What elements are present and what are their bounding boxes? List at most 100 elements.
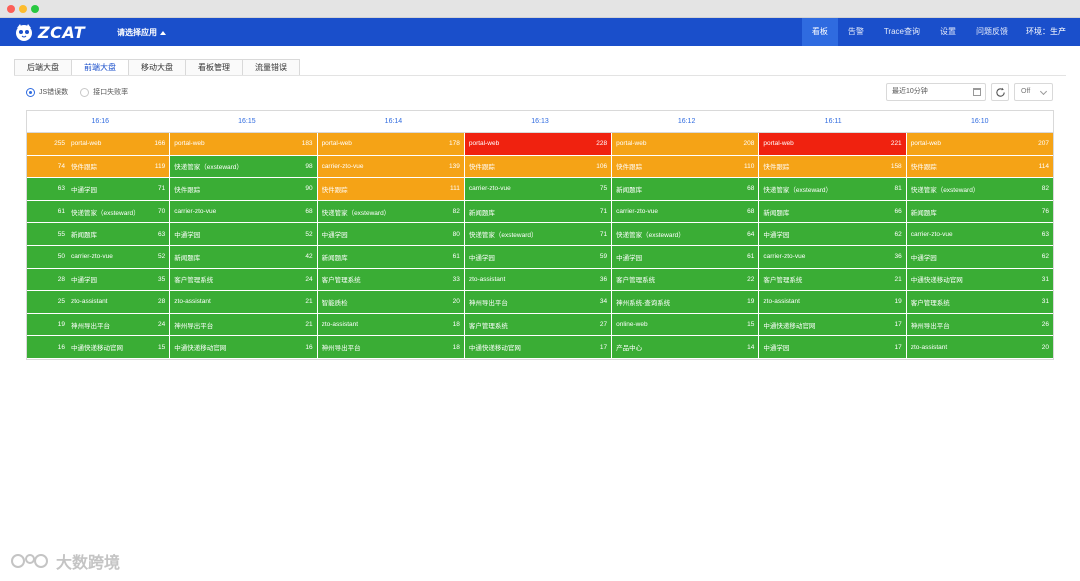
app-error-cell[interactable]: 神州导出平台 34 — [464, 291, 613, 314]
app-error-cell[interactable]: 智能质检 20 — [317, 291, 465, 314]
app-error-cell[interactable]: 产品中心 14 — [612, 336, 760, 359]
app-error-cell[interactable]: zto-assistant 19 — [759, 291, 907, 314]
environment-label[interactable]: 环境：生产 — [1026, 27, 1066, 36]
app-error-cell[interactable]: 19 神州导出平台 24 — [27, 313, 171, 337]
app-error-cell[interactable]: 中通学园 17 — [759, 336, 907, 359]
auto-refresh-select[interactable]: Off — [1014, 83, 1053, 101]
app-name: 客户管理系统 — [616, 277, 656, 285]
app-error-cell[interactable]: 新闻题库 71 — [464, 200, 613, 224]
app-error-cell[interactable]: 中通学园 62 — [759, 223, 907, 246]
app-error-cell[interactable]: 快递管家（exsteward） 81 — [759, 178, 907, 201]
app-error-cell[interactable]: portal-web 208 — [612, 133, 760, 156]
app-selector[interactable]: 请选择应用 — [117, 27, 166, 38]
app-error-cell[interactable]: portal-web 221 — [759, 133, 907, 156]
app-error-cell[interactable]: carrier-zto-vue 36 — [759, 245, 907, 269]
app-error-cell[interactable]: zto-assistant 36 — [464, 268, 613, 292]
app-error-cell[interactable]: 新闻题库 42 — [170, 245, 318, 269]
nav-item-1[interactable]: 告警 — [847, 27, 864, 36]
tab-4[interactable]: 流量错误 — [242, 59, 300, 76]
app-error-cell[interactable]: 55 新闻题库 63 — [27, 223, 171, 246]
app-error-cell[interactable]: 25 zto-assistant 28 — [27, 291, 171, 314]
app-error-cell[interactable]: 快递管家（exsteward） 82 — [906, 178, 1053, 201]
app-error-cell[interactable]: 快件跟踪 111 — [317, 178, 465, 201]
app-error-cell[interactable]: 新闻题库 68 — [612, 178, 760, 201]
app-error-cell[interactable]: 快递管家（exsteward） 98 — [170, 155, 318, 179]
error-count: 139 — [448, 162, 460, 170]
metric-radio-0[interactable]: JS错误数 — [26, 87, 68, 97]
app-error-cell[interactable]: 神州系统-查询系统 19 — [612, 291, 760, 314]
refresh-button[interactable] — [991, 83, 1009, 101]
app-error-cell[interactable]: portal-web 228 — [464, 133, 613, 156]
app-error-cell[interactable]: 16 中通快递移动官网 15 — [27, 336, 171, 359]
time-range-picker[interactable]: 最近10分钟 — [886, 83, 986, 101]
app-error-cell[interactable]: 快件跟踪 90 — [170, 178, 318, 201]
app-error-cell[interactable]: 中通学园 52 — [170, 223, 318, 246]
tab-3[interactable]: 看板管理 — [185, 59, 243, 76]
app-error-cell[interactable]: online-web 15 — [612, 313, 760, 337]
app-error-cell[interactable]: 客户管理系统 27 — [464, 313, 613, 337]
app-error-cell[interactable]: 快件跟踪 110 — [612, 155, 760, 179]
tab-0[interactable]: 后端大盘 — [14, 59, 72, 76]
nav-item-0[interactable]: 看板 — [801, 18, 838, 46]
app-error-cell[interactable]: 客户管理系统 22 — [612, 268, 760, 292]
app-error-cell[interactable]: 255 portal-web 166 — [27, 133, 171, 156]
metric-radio-1[interactable]: 接口失败率 — [80, 87, 128, 97]
app-error-cell[interactable]: carrier-zto-vue 68 — [612, 200, 760, 224]
app-error-cell[interactable]: portal-web 178 — [317, 133, 465, 156]
rank-count: 19 — [57, 321, 65, 329]
app-error-cell[interactable]: 快递管家（exsteward） 64 — [612, 223, 760, 246]
app-error-cell[interactable]: 74 快件跟踪 119 — [27, 155, 171, 179]
app-error-cell[interactable]: 客户管理系统 21 — [759, 268, 907, 292]
app-error-cell[interactable]: 50 carrier-zto-vue 52 — [27, 245, 171, 269]
app-error-cell[interactable]: 中通快递移动官网 31 — [906, 268, 1053, 292]
app-error-cell[interactable]: zto-assistant 20 — [906, 336, 1053, 359]
tab-2[interactable]: 移动大盘 — [128, 59, 186, 76]
radio-indicator[interactable] — [80, 87, 90, 97]
app-error-cell[interactable]: portal-web 207 — [906, 133, 1053, 156]
app-error-cell[interactable]: 神州导出平台 26 — [906, 313, 1053, 337]
rank-count: 25 — [57, 298, 65, 306]
app-error-cell[interactable]: 快件跟踪 106 — [464, 155, 613, 179]
app-error-cell[interactable]: 中通学园 61 — [612, 245, 760, 269]
radio-indicator[interactable] — [26, 87, 35, 97]
app-error-cell[interactable]: 中通快递移动官网 17 — [759, 313, 907, 337]
app-error-cell[interactable]: 神州导出平台 18 — [317, 336, 465, 359]
app-error-cell[interactable]: carrier-zto-vue 68 — [170, 200, 318, 224]
app-error-cell[interactable]: 中通快递移动官网 16 — [170, 336, 318, 359]
app-error-cell[interactable]: zto-assistant 21 — [170, 291, 318, 314]
close-window-button[interactable] — [7, 5, 15, 13]
logo[interactable]: ZCAT — [14, 22, 85, 42]
app-error-cell[interactable]: 新闻题库 66 — [759, 200, 907, 224]
app-error-cell[interactable]: zto-assistant 18 — [317, 313, 465, 337]
app-error-cell[interactable]: 新闻题库 61 — [317, 245, 465, 269]
app-error-cell[interactable]: 28 中通学园 35 — [27, 268, 171, 292]
nav-item-4[interactable]: 问题反馈 — [976, 27, 1008, 36]
app-error-cell[interactable]: 中通快递移动官网 17 — [464, 336, 613, 359]
error-count: 66 — [894, 208, 902, 216]
app-error-cell[interactable]: 客户管理系统 24 — [170, 268, 318, 292]
app-error-cell[interactable]: 61 快递管家（exsteward） 70 — [27, 200, 171, 224]
app-error-cell[interactable]: carrier-zto-vue 139 — [317, 155, 465, 179]
table-row: 50 carrier-zto-vue 52 新闻题库 42 新闻题库 61 中通学园 59 中通学… — [27, 245, 1053, 269]
app-error-cell[interactable]: 快件跟踪 158 — [759, 155, 907, 179]
app-error-cell[interactable]: 快递管家（exsteward） 82 — [317, 200, 465, 224]
app-error-cell[interactable]: 新闻题库 76 — [906, 200, 1053, 224]
app-error-cell[interactable]: 客户管理系统 33 — [317, 268, 465, 292]
nav-item-3[interactable]: 设置 — [940, 27, 956, 36]
error-count: 81 — [894, 185, 902, 193]
app-error-cell[interactable]: carrier-zto-vue 75 — [464, 178, 613, 201]
app-error-cell[interactable]: 中通学园 59 — [464, 245, 613, 269]
nav-item-2[interactable]: Trace查询 — [883, 27, 920, 36]
app-error-cell[interactable]: 63 中通学园 71 — [27, 178, 171, 201]
minimize-window-button[interactable] — [19, 5, 27, 13]
tab-1[interactable]: 前端大盘 — [71, 59, 129, 76]
app-error-cell[interactable]: portal-web 183 — [170, 133, 318, 156]
app-error-cell[interactable]: 快件跟踪 114 — [906, 155, 1053, 179]
app-error-cell[interactable]: 神州导出平台 21 — [170, 313, 318, 337]
app-error-cell[interactable]: 快递管家（exsteward） 71 — [464, 223, 613, 246]
app-error-cell[interactable]: carrier-zto-vue 63 — [906, 223, 1053, 246]
app-error-cell[interactable]: 中通学园 80 — [317, 223, 465, 246]
app-error-cell[interactable]: 中通学园 62 — [906, 245, 1053, 269]
maximize-window-button[interactable] — [31, 5, 39, 13]
app-error-cell[interactable]: 客户管理系统 31 — [906, 291, 1053, 314]
